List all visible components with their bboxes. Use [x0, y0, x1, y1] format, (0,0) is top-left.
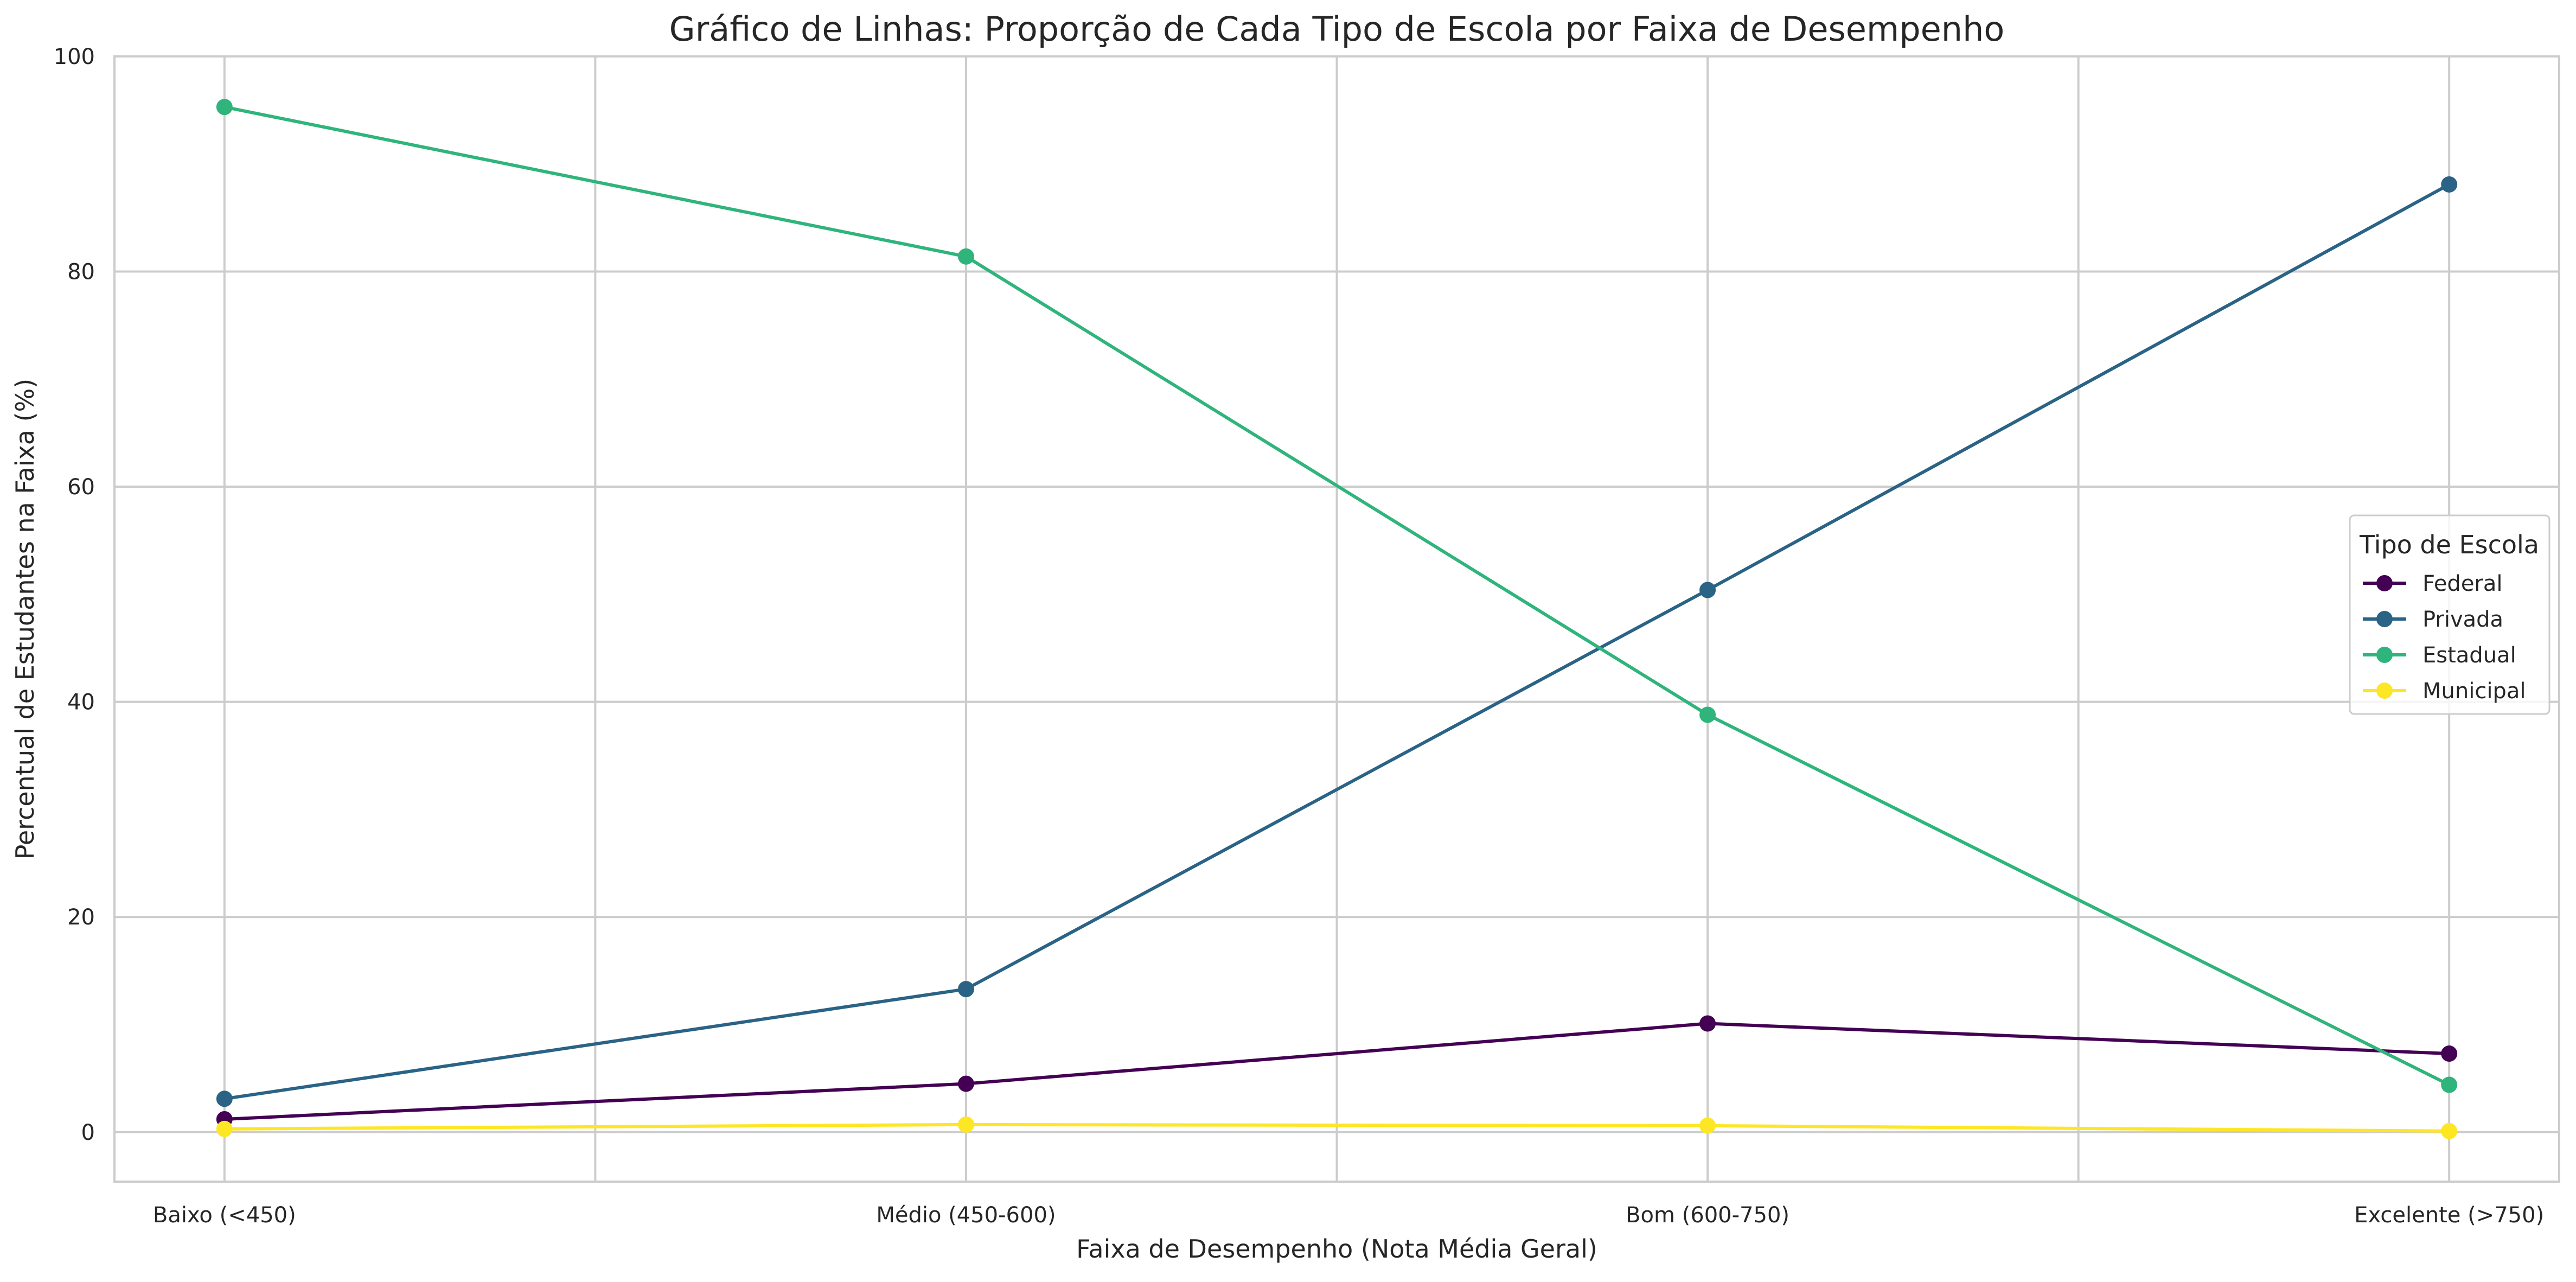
y-tick-label: 60	[67, 475, 95, 500]
x-tick-label: Baixo (<450)	[153, 1203, 296, 1228]
data-point	[957, 1116, 974, 1133]
data-point	[2441, 1045, 2458, 1062]
chart-title: Gráfico de Linhas: Proporção de Cada Tip…	[669, 9, 2005, 49]
series-estadual	[216, 99, 2458, 1093]
data-point	[2441, 1076, 2458, 1093]
series-line	[224, 1022, 2450, 1121]
y-tick-label: 0	[81, 1120, 95, 1145]
series-privada	[216, 176, 2458, 1107]
x-tick-label: Médio (450-600)	[876, 1203, 1056, 1228]
legend: Tipo de Escola Federal Privada Estadual Mun…	[2349, 514, 2551, 715]
legend-label: Federal	[2422, 571, 2503, 596]
plot-frame	[113, 55, 2560, 1183]
legend-item: Federal	[2363, 571, 2503, 596]
x-axis-label: Faixa de Desempenho (Nota Média Geral)	[1076, 1234, 1597, 1264]
legend-label: Privada	[2422, 607, 2503, 632]
legend-item: Estadual	[2363, 643, 2516, 668]
x-tick-label: Excelente (>750)	[2354, 1203, 2544, 1228]
legend-swatch-marker	[2376, 647, 2393, 663]
data-point	[216, 1090, 233, 1107]
series-municipal	[216, 1116, 2458, 1139]
legend-swatch-marker	[2376, 611, 2393, 627]
data-point	[2441, 1122, 2458, 1139]
data-point	[216, 99, 233, 116]
series-line	[224, 183, 2450, 1101]
data-point	[216, 1120, 233, 1137]
legend-title: Tipo de Escola	[2359, 530, 2539, 559]
data-point	[957, 981, 974, 998]
data-point	[1699, 1015, 1716, 1032]
y-tick-label: 40	[67, 690, 95, 715]
series-line	[224, 105, 2450, 1087]
legend-item: Privada	[2363, 607, 2503, 632]
legend-item: Municipal	[2363, 679, 2526, 704]
x-tick-label: Bom (600-750)	[1626, 1203, 1789, 1228]
data-point	[957, 248, 974, 265]
legend-label: Estadual	[2422, 643, 2516, 668]
legend-box	[2349, 514, 2551, 715]
data-point	[1699, 582, 1716, 598]
series-line	[224, 1122, 2450, 1133]
y-tick-label: 100	[54, 44, 95, 69]
data-point	[1699, 706, 1716, 723]
legend-swatch-marker	[2376, 575, 2393, 591]
data-point	[1699, 1117, 1716, 1134]
legend-swatch-marker	[2376, 683, 2393, 699]
data-point	[2441, 176, 2458, 193]
y-axis-label: Percentual de Estudantes na Faixa (%)	[10, 379, 40, 859]
data-point	[957, 1075, 974, 1092]
legend-label: Municipal	[2422, 679, 2526, 704]
y-tick-label: 20	[67, 905, 95, 930]
y-tick-label: 80	[67, 260, 95, 285]
